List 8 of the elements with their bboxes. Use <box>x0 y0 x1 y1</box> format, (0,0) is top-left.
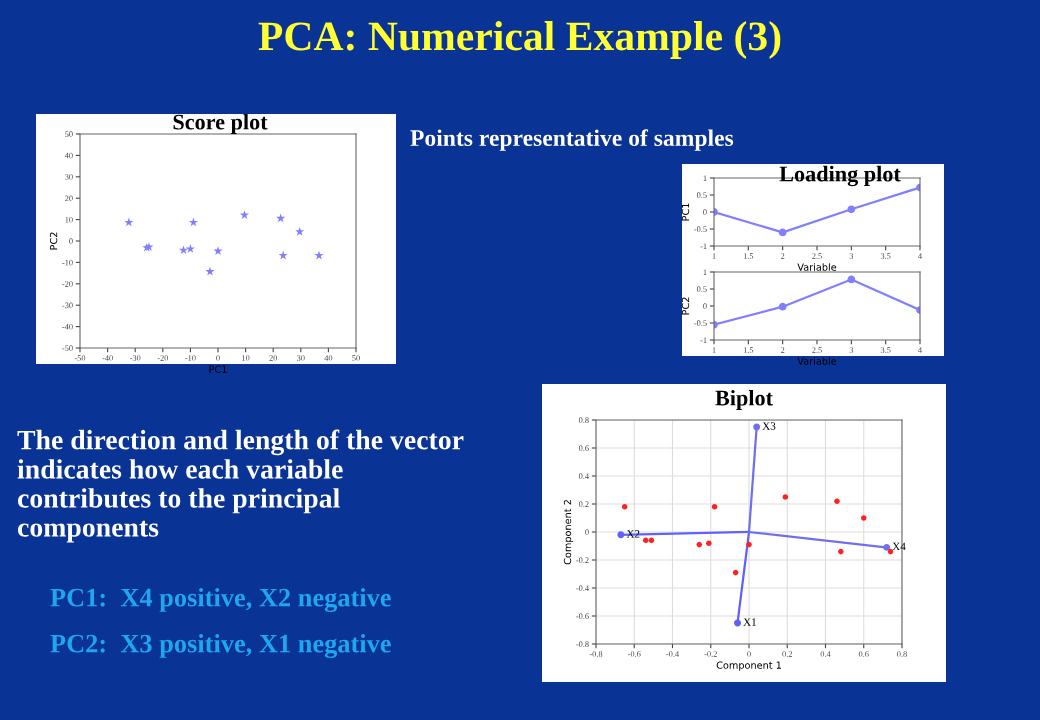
chart-title: Score plot <box>173 113 268 135</box>
text: PCA: Numerical Example (3) <box>258 21 781 59</box>
chart-title: Biplot <box>715 389 773 411</box>
text: PC1: X4 positive, X2 negative <box>50 587 391 613</box>
text: Points representative of samples <box>410 129 734 151</box>
text: The direction and length of the vector indicates how each variable contributes to the principal components <box>17 429 464 543</box>
chart-title: Loading plot <box>779 165 901 187</box>
text: PC2: X3 positive, X1 negative <box>50 633 391 659</box>
